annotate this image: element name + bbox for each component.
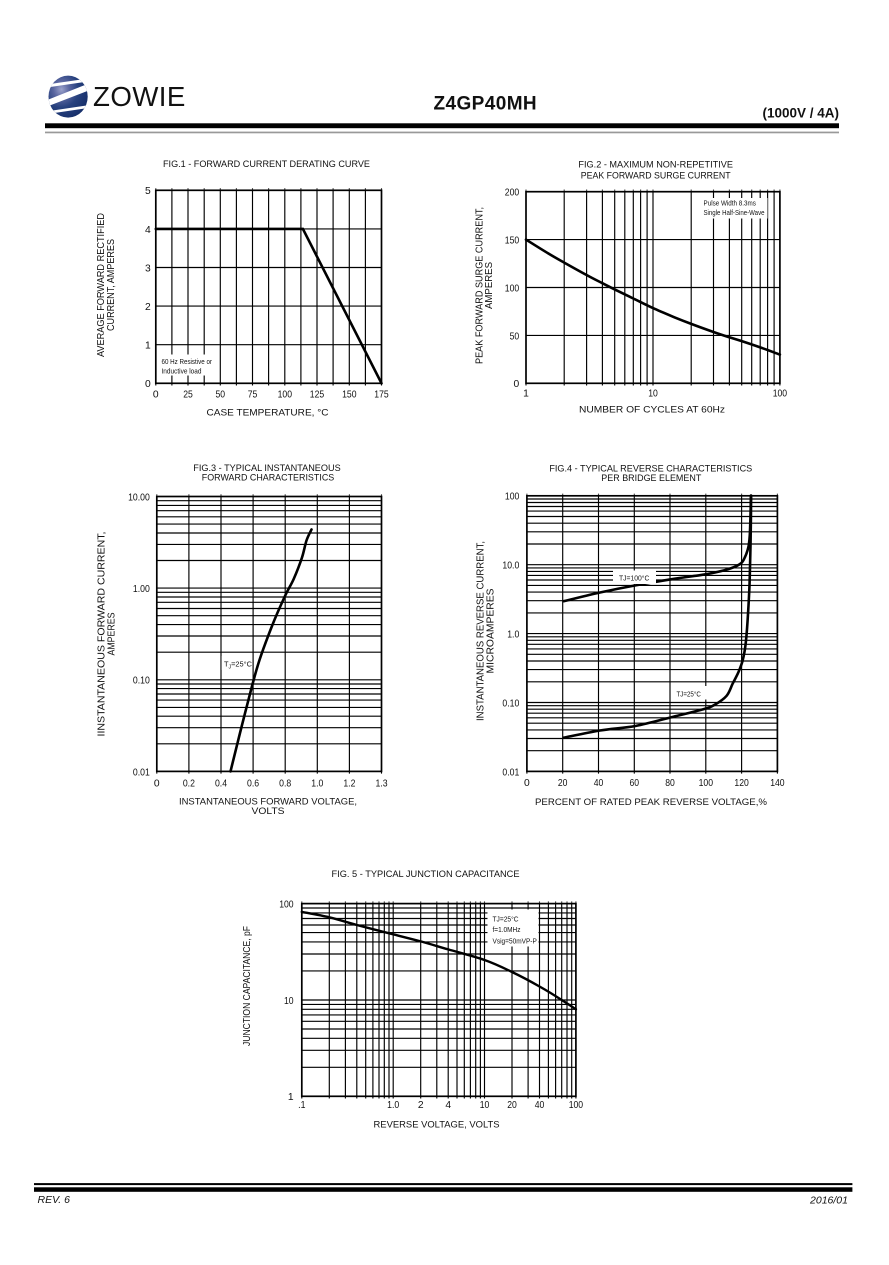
svg-text:AMPERES: AMPERES: [484, 262, 495, 309]
svg-text:TJ=25°C: TJ=25°C: [493, 915, 519, 924]
svg-text:AVERAGE FORWARD RECTIFIED: AVERAGE FORWARD RECTIFIED: [96, 213, 107, 357]
svg-text:CURRENT, AMPERES: CURRENT, AMPERES: [106, 239, 117, 331]
svg-text:0.2: 0.2: [183, 778, 195, 789]
svg-text:3: 3: [145, 263, 151, 274]
svg-text:0: 0: [524, 778, 530, 789]
svg-text:INSTANTANEOUS REVERSE CURRENT,: INSTANTANEOUS REVERSE CURRENT,: [475, 541, 486, 721]
svg-text:INSTANTANEOUS FORWARD VOLTAGE,: INSTANTANEOUS FORWARD VOLTAGE,: [179, 796, 357, 807]
svg-text:FIG.3 - TYPICAL INSTANTANEOUS: FIG.3 - TYPICAL INSTANTANEOUS: [193, 463, 340, 474]
svg-text:0.01: 0.01: [502, 767, 519, 778]
svg-text:40: 40: [594, 778, 604, 789]
svg-text:PERCENT OF RATED PEAK REVERSE: PERCENT OF RATED PEAK REVERSE VOLTAGE,%: [535, 797, 768, 808]
svg-text:150: 150: [342, 389, 357, 400]
svg-text:1: 1: [523, 388, 529, 399]
svg-text:Pulse Width 8.3ms: Pulse Width 8.3ms: [704, 199, 757, 208]
svg-text:100: 100: [699, 778, 714, 789]
svg-text:120: 120: [734, 778, 749, 789]
svg-text:NUMBER OF CYCLES AT 60Hz: NUMBER OF CYCLES AT 60Hz: [579, 405, 725, 416]
svg-text:PEAK FORWARD SURGE CURRENT,: PEAK FORWARD SURGE CURRENT,: [475, 207, 486, 364]
svg-text:AMPERES: AMPERES: [107, 612, 118, 655]
svg-text:100: 100: [505, 283, 520, 294]
svg-text:VOLTS: VOLTS: [252, 806, 285, 817]
svg-text:MICROAMPERES: MICROAMPERES: [486, 588, 497, 673]
svg-text:60: 60: [630, 778, 640, 789]
svg-text:2: 2: [418, 1100, 424, 1111]
svg-text:4: 4: [445, 1100, 451, 1111]
svg-text:Single Half-Sine-Wave: Single Half-Sine-Wave: [704, 208, 765, 217]
svg-text:50: 50: [510, 331, 520, 342]
svg-text:0.10: 0.10: [502, 698, 519, 709]
svg-text:200: 200: [505, 188, 520, 199]
svg-text:FIG. 5 - TYPICAL JUNCTION CAPA: FIG. 5 - TYPICAL JUNCTION CAPACITANCE: [332, 869, 520, 880]
svg-text:PER BRIDGE ELEMENT: PER BRIDGE ELEMENT: [601, 473, 701, 484]
svg-text:Vsig=50mVP-P: Vsig=50mVP-P: [493, 936, 537, 945]
svg-text:0: 0: [154, 778, 160, 789]
svg-text:20: 20: [558, 778, 568, 789]
svg-text:TJ=25°C: TJ=25°C: [677, 690, 702, 699]
svg-text:80: 80: [665, 778, 675, 789]
svg-text:50: 50: [216, 389, 226, 400]
svg-text:100: 100: [569, 1100, 584, 1111]
svg-text:0: 0: [145, 379, 151, 390]
svg-text:4: 4: [145, 225, 151, 236]
svg-text:100: 100: [773, 388, 788, 399]
svg-text:0: 0: [153, 389, 159, 400]
svg-text:10.0: 10.0: [502, 561, 519, 572]
svg-text:20: 20: [507, 1100, 517, 1111]
svg-text:TJ=25°C: TJ=25°C: [224, 659, 253, 670]
svg-text:1.0: 1.0: [387, 1100, 399, 1111]
svg-text:1: 1: [145, 341, 151, 352]
svg-text:PEAK FORWARD SURGE CURRENT: PEAK FORWARD SURGE CURRENT: [581, 171, 731, 182]
svg-text:0.01: 0.01: [133, 767, 150, 778]
svg-text:60 Hz Resistive or: 60 Hz Resistive or: [162, 357, 213, 366]
svg-text:100: 100: [278, 389, 293, 400]
svg-text:1.0: 1.0: [507, 630, 519, 641]
svg-text:175: 175: [374, 389, 389, 400]
svg-text:FIG.4 - TYPICAL REVERSE CHARAC: FIG.4 - TYPICAL REVERSE CHARACTERISTICS: [549, 464, 752, 475]
svg-text:1: 1: [288, 1092, 294, 1103]
svg-text:100: 100: [505, 492, 520, 503]
svg-text:FIG.1 - FORWARD CURRENT DERATI: FIG.1 - FORWARD CURRENT DERATING CURVE: [163, 159, 370, 170]
svg-text:Inductive load: Inductive load: [162, 366, 202, 375]
svg-text:.1: .1: [298, 1100, 306, 1111]
svg-text:1.2: 1.2: [343, 778, 355, 789]
svg-text:10: 10: [648, 388, 658, 399]
svg-text:40: 40: [535, 1100, 545, 1111]
svg-text:75: 75: [248, 389, 258, 400]
svg-text:125: 125: [310, 389, 325, 400]
svg-text:100: 100: [279, 900, 294, 911]
svg-text:REV. 6: REV. 6: [38, 1194, 71, 1206]
svg-text:25: 25: [183, 389, 193, 400]
svg-text:f=1.0MHz: f=1.0MHz: [493, 925, 521, 934]
svg-text:0.8: 0.8: [279, 778, 291, 789]
svg-text:140: 140: [770, 778, 785, 789]
svg-text:Z4GP40MH: Z4GP40MH: [434, 93, 538, 114]
svg-text:0.4: 0.4: [215, 778, 227, 789]
svg-text:TJ=100°C: TJ=100°C: [619, 573, 650, 582]
svg-text:5: 5: [145, 186, 151, 197]
svg-text:2016/01: 2016/01: [809, 1194, 848, 1206]
svg-text:0.10: 0.10: [133, 676, 150, 687]
svg-text:0.6: 0.6: [247, 778, 259, 789]
svg-text:0: 0: [513, 379, 519, 390]
svg-text:1.0: 1.0: [311, 778, 323, 789]
svg-text:2: 2: [145, 302, 151, 313]
svg-text:1.3: 1.3: [375, 778, 387, 789]
svg-text:1.00: 1.00: [133, 584, 150, 595]
svg-text:150: 150: [505, 236, 520, 247]
svg-text:FIG.2 - MAXIMUM NON-REPETITIVE: FIG.2 - MAXIMUM NON-REPETITIVE: [578, 160, 733, 171]
svg-text:10: 10: [284, 996, 294, 1007]
svg-text:CASE TEMPERATURE, °C: CASE TEMPERATURE, °C: [207, 407, 329, 418]
svg-text:ZOWIE: ZOWIE: [93, 81, 186, 112]
svg-text:10.00: 10.00: [128, 492, 150, 503]
svg-text:JUNCTION CAPACITANCE, pF: JUNCTION CAPACITANCE, pF: [242, 926, 253, 1046]
svg-text:FORWARD CHARACTERISTICS: FORWARD CHARACTERISTICS: [202, 473, 335, 484]
svg-text:REVERSE VOLTAGE, VOLTS: REVERSE VOLTAGE, VOLTS: [374, 1119, 500, 1130]
svg-text:10: 10: [480, 1100, 490, 1111]
svg-text:IINSTANTANEOUS FORWARD CURRENT: IINSTANTANEOUS FORWARD CURRENT,: [97, 532, 108, 737]
svg-text:(1000V / 4A): (1000V / 4A): [762, 105, 839, 120]
